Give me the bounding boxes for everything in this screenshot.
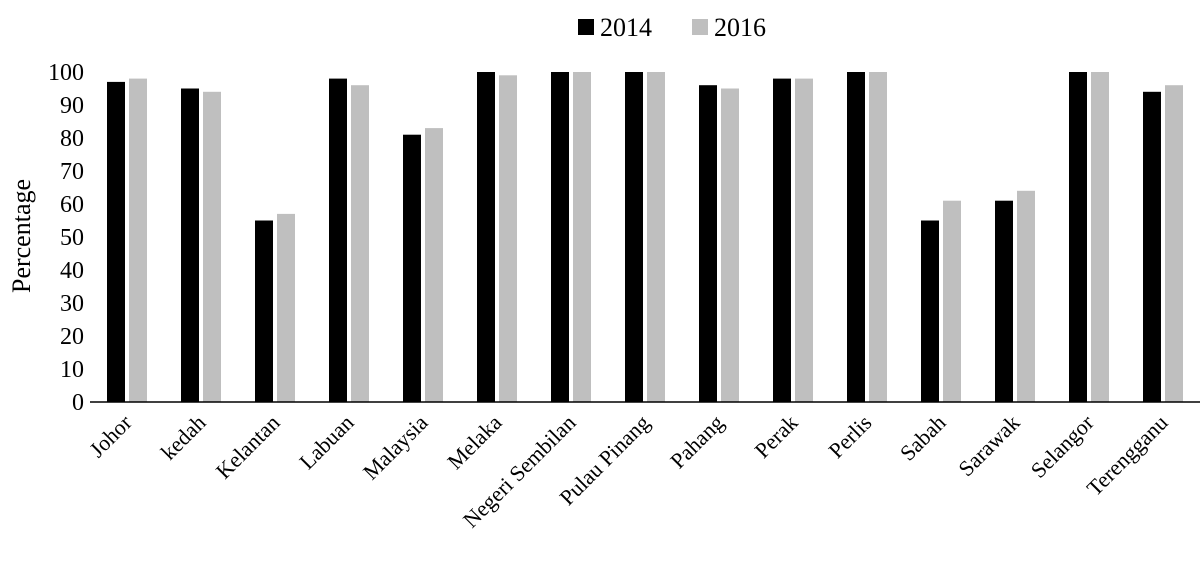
y-tick-label: 70 — [60, 159, 84, 185]
y-axis-title: Percentage — [7, 179, 36, 293]
x-category-label: Pahang — [665, 410, 728, 473]
x-category-label: Labuan — [294, 410, 358, 474]
x-category-label: Sabah — [895, 410, 951, 466]
x-category-label: Malaysia — [358, 410, 433, 485]
y-tick-label: 80 — [60, 126, 84, 152]
y-tick-label: 20 — [60, 324, 84, 350]
bar-2016-perlis — [869, 72, 887, 402]
bar-2014-terengganu — [1143, 91, 1161, 403]
x-category-label: Terengganu — [1082, 410, 1173, 501]
bar-2014-selangor — [1069, 72, 1087, 402]
bar-2014-melaka — [477, 72, 495, 402]
y-tick-label: 100 — [48, 60, 84, 86]
x-category-label: Perlis — [823, 410, 876, 463]
legend-label: 2016 — [714, 13, 766, 42]
bar-2014-johor — [107, 81, 125, 403]
bar-2016-malaysia — [425, 128, 443, 402]
y-tick-label: 30 — [60, 291, 84, 317]
legend-swatch-2016 — [692, 19, 708, 35]
bar-2014-perlis — [847, 72, 865, 402]
bar-2016-selangor — [1091, 72, 1109, 402]
y-tick-label: 50 — [60, 225, 84, 251]
bar-2016-negeri-sembilan — [573, 72, 591, 402]
bar-2014-negeri-sembilan — [551, 72, 569, 402]
bar-2016-kedah — [203, 91, 221, 403]
y-axis-ticks: 0 10 20 30 40 50 60 70 80 90 100 — [48, 60, 84, 416]
bar-2016-sabah — [943, 200, 961, 402]
x-category-label: Selangor — [1026, 409, 1099, 482]
x-category-label: Perak — [749, 410, 802, 463]
bar-2014-malaysia — [403, 134, 421, 402]
bar-2014-kelantan — [255, 220, 273, 402]
bar-2016-perak — [795, 78, 813, 402]
bar-2014-sabah — [921, 220, 939, 402]
bar-2016-johor — [129, 78, 147, 402]
bar-2014-labuan — [329, 78, 347, 402]
x-axis-labels: Johor kedah Kelantan Labuan Malaysia MelakaNe… — [84, 409, 1172, 532]
x-category-label: kedah — [156, 410, 211, 465]
bar-2016-terengganu — [1165, 85, 1183, 402]
x-category-label: Sarawak — [953, 410, 1024, 481]
y-tick-label: 90 — [60, 93, 84, 119]
legend-label: 2014 — [600, 13, 652, 42]
y-tick-label: 10 — [60, 357, 84, 383]
bar-2014-kedah — [181, 88, 199, 402]
bar-2014-pulau-pinang — [625, 72, 643, 402]
bar-2016-pahang — [721, 88, 739, 402]
legend: 2014 2016 — [578, 13, 766, 42]
bars — [107, 72, 1183, 403]
bar-2014-pahang — [699, 85, 717, 402]
bar-2014-sarawak — [995, 200, 1013, 402]
bar-2016-sarawak — [1017, 190, 1035, 402]
y-tick-label: 0 — [72, 390, 84, 416]
bar-2016-melaka — [499, 75, 517, 403]
x-category-label: Kelantan — [211, 410, 285, 484]
bar-2016-kelantan — [277, 213, 295, 402]
x-category-label: Johor — [84, 409, 137, 462]
y-tick-label: 60 — [60, 192, 84, 218]
legend-swatch-2014 — [578, 19, 594, 35]
y-tick-label: 40 — [60, 258, 84, 284]
bar-2016-pulau-pinang — [647, 72, 665, 402]
bar-2016-labuan — [351, 85, 369, 402]
x-category-label: Melaka — [442, 410, 506, 474]
bar-2014-perak — [773, 78, 791, 402]
